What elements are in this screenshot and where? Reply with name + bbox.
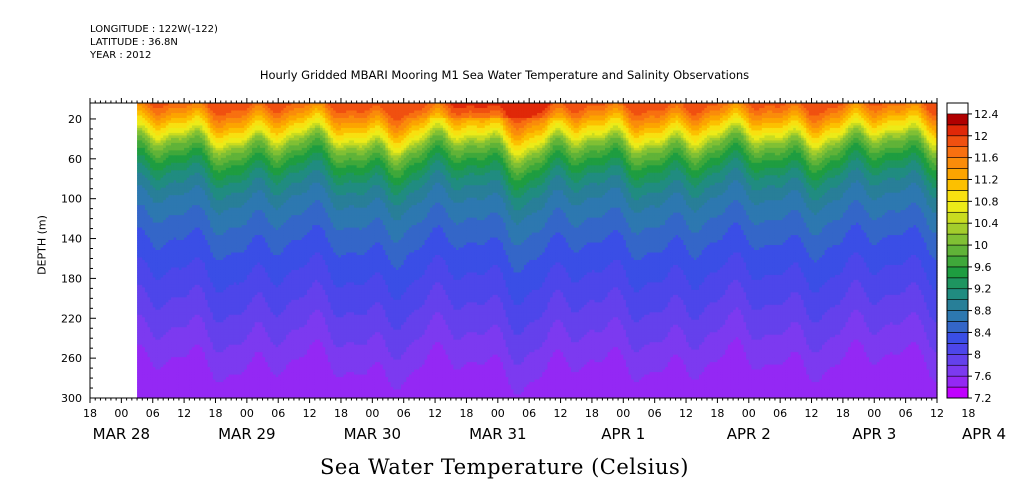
heatmap-plot [90,103,938,399]
